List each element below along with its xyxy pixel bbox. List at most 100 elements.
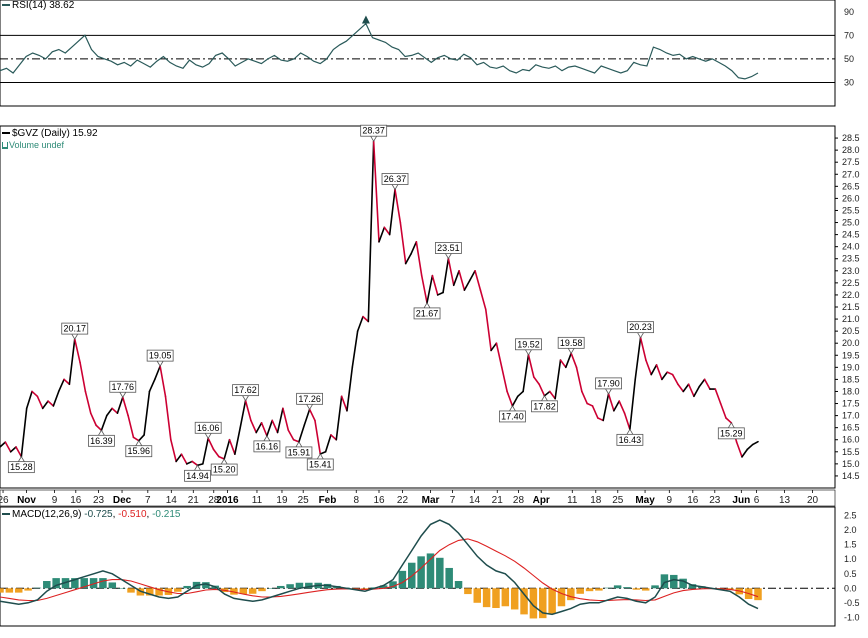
x-axis-tick-label: 22 (397, 495, 409, 506)
macd-y-tick-label: -0.5 (844, 598, 860, 608)
price-segment (191, 460, 199, 467)
price-callout-pointer (18, 455, 25, 462)
macd-histogram-bar (5, 588, 14, 593)
price-segment (687, 383, 695, 398)
price-callout-box (7, 461, 35, 474)
price-segment (303, 408, 311, 427)
price-callout-pointer (445, 253, 452, 260)
price-segment (655, 364, 663, 381)
price-segment (143, 390, 151, 436)
price-callout-pointer (306, 404, 313, 411)
price-segment (127, 414, 135, 439)
price-y-tick-label: 19.0 (842, 362, 860, 372)
price-callout-box (184, 469, 211, 482)
price-segment (362, 315, 370, 323)
price-segment (266, 419, 274, 437)
price-callout-pointer (119, 392, 127, 399)
price-callout-box (125, 445, 153, 458)
rsi-panel: 30 50 70 90 (0, 0, 854, 107)
macd-histogram-bar (239, 588, 248, 595)
macd-histogram-bar (641, 588, 650, 591)
macd-histogram-bar (417, 556, 425, 589)
price-segment (623, 412, 631, 431)
price-callout-label: 15.41 (309, 459, 332, 469)
price-callout-box (381, 173, 409, 185)
price-y-tick-label: 16.0 (842, 435, 860, 445)
price-segment (319, 450, 327, 455)
price-callout-pointer (242, 395, 249, 402)
price-segment (479, 289, 487, 311)
x-axis-tick-label: Apr (533, 495, 550, 506)
price-callout-box (627, 321, 654, 334)
price-segment (154, 365, 161, 381)
price-segment (565, 352, 572, 369)
price-segment (308, 408, 316, 422)
price-callout-box (146, 349, 174, 362)
price-segment (132, 436, 140, 442)
volume-legend-icon (2, 142, 8, 150)
price-title: $GVZ (Daily) 15.92 (2, 128, 98, 140)
macd-histogram-bar (379, 585, 388, 589)
price-segment (698, 378, 706, 388)
price-segment (121, 396, 129, 417)
price-callout-pointer (626, 428, 634, 435)
macd-y-tick-label: 1.5 (844, 540, 857, 550)
price-segment (330, 434, 338, 441)
price-callout-box (499, 410, 526, 423)
x-axis-tick-label: 16 (70, 495, 82, 506)
rsi-peak-marker (361, 15, 370, 24)
price-segment (89, 412, 97, 427)
price-y-tick-label: 17.5 (842, 399, 860, 409)
macd-histogram-bar (202, 582, 210, 589)
macd-histogram-bar (464, 588, 472, 595)
price-callout-box (360, 124, 388, 137)
price-segment (650, 364, 658, 376)
price-y-tick-label: 25.0 (842, 218, 860, 228)
macd-histogram-bar (754, 588, 762, 601)
x-axis-tick-label: 26 (0, 495, 9, 506)
macd-signal-value: -0.510 (118, 509, 147, 520)
macd-histogram-bar (0, 588, 4, 593)
price-segment (404, 253, 412, 265)
price-callout-label: 15.96 (128, 446, 151, 456)
price-segment (741, 448, 749, 458)
price-callout-label: 16.43 (619, 435, 642, 445)
macd-label-name: MACD(12,26,9) (12, 509, 82, 520)
macd-histogram-bar (632, 588, 641, 590)
price-segment (57, 378, 65, 393)
macd-histogram-bar (436, 557, 444, 589)
price-callout-box (306, 458, 334, 471)
macd-histogram-bar (567, 588, 575, 601)
macd-legend-swatch (2, 513, 10, 516)
price-callout-label: 20.17 (63, 324, 86, 334)
price-callout-label: 17.76 (112, 382, 135, 392)
price-segment (223, 438, 231, 460)
price-segment (575, 366, 583, 393)
price-callout-label: 15.20 (213, 465, 236, 475)
price-segment (346, 366, 354, 412)
rsi-label-name: RSI(14) (12, 0, 47, 11)
price-y-tick-label: 22.0 (842, 290, 860, 300)
macd-histogram-bar (89, 578, 98, 589)
price-y-tick-label: 17.0 (842, 411, 860, 421)
price-segment (255, 422, 263, 434)
macd-y-tick-label: 1.0 (844, 554, 857, 564)
x-axis-tick-label: 7 (145, 495, 151, 506)
price-callout-pointer (98, 429, 105, 436)
price-y-tick-label: 26.0 (842, 193, 860, 203)
price-segment (500, 366, 508, 393)
price-y-tick-label: 16.5 (842, 423, 860, 433)
rsi-line (0, 22, 759, 80)
x-axis-tick-label: 7 (450, 495, 456, 506)
macd-histogram-bar (52, 578, 60, 589)
price-segment (9, 446, 17, 453)
volume-legend: Volume undef (2, 139, 64, 151)
price-segment (234, 426, 242, 456)
price-segment (629, 378, 637, 431)
price-segment (458, 269, 466, 291)
macd-histogram-bar (258, 588, 266, 592)
price-legend-swatch (2, 132, 10, 135)
price-segment (41, 400, 49, 410)
price-y-tick-label: 26.5 (842, 181, 860, 191)
price-y-tick-label: 23.5 (842, 254, 860, 264)
